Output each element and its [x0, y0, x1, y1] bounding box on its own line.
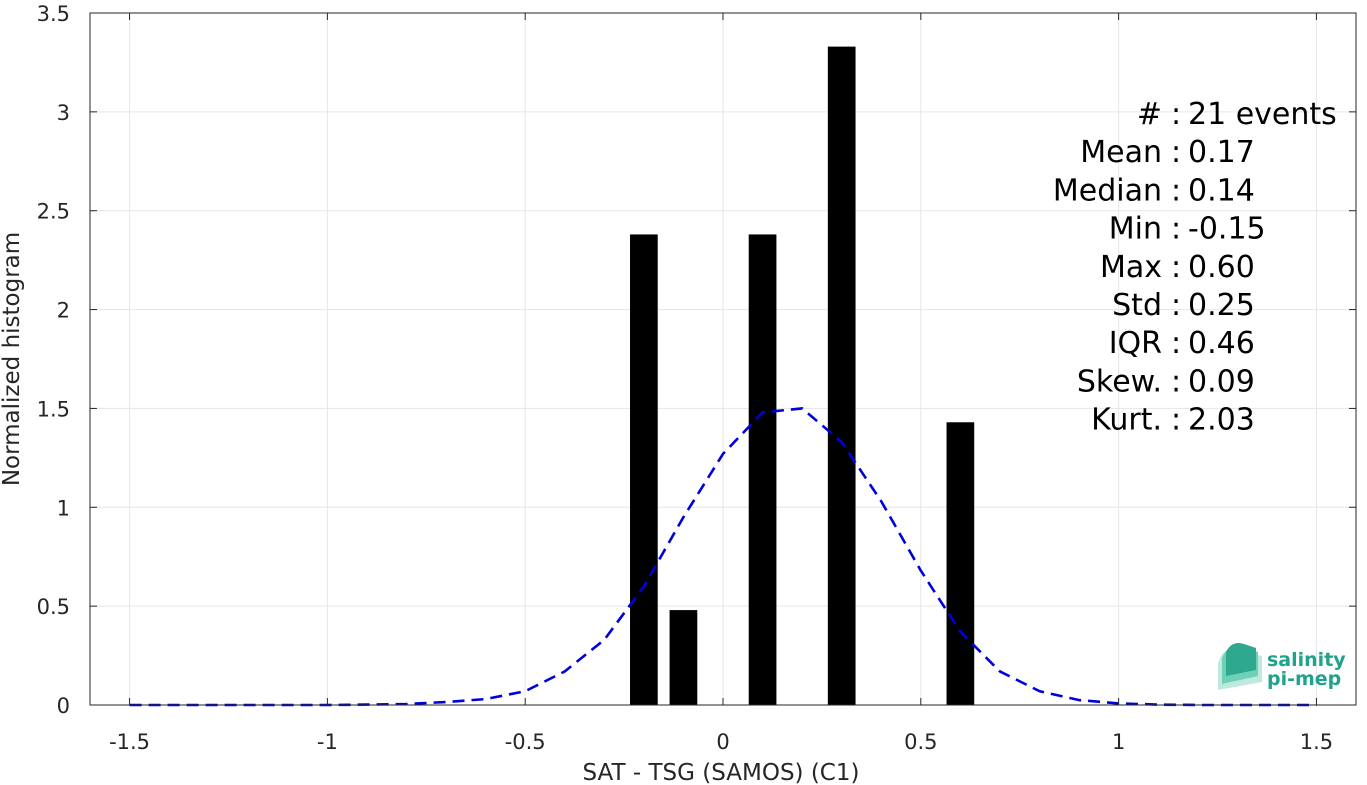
y-tick-label: 1: [57, 496, 70, 520]
y-tick-label: 3: [57, 101, 70, 125]
x-tick-label: -1.5: [109, 730, 150, 754]
y-tick-label: 0.5: [37, 595, 70, 619]
stat-line: Median:0.14: [1053, 173, 1255, 208]
histogram-bar: [827, 46, 856, 705]
x-tick-label: 0: [716, 730, 729, 754]
stat-line: Kurt.:2.03: [1091, 403, 1255, 438]
stat-line: Skew.:0.09: [1077, 364, 1255, 399]
x-axis-label: SAT - TSG (SAMOS) (C1): [583, 760, 860, 785]
wave-stack-icon: [1218, 643, 1262, 690]
logo-line-pi-mep: pi-mep: [1267, 668, 1341, 690]
salinity-pi-mep-logo: salinity pi-mep: [1218, 643, 1346, 690]
x-tick-label: 0.5: [904, 730, 937, 754]
histogram-bar: [669, 610, 698, 705]
x-tick-label: -1: [317, 730, 338, 754]
y-tick-label: 0: [57, 694, 70, 718]
y-tick-label: 2: [57, 299, 70, 323]
histogram-bar: [748, 234, 777, 705]
axis-ticks: [90, 12, 1356, 706]
stat-line: #:21 events: [1137, 97, 1337, 132]
histogram-bars: [630, 46, 975, 705]
x-tick-label: 1.5: [1300, 730, 1333, 754]
x-tick-label: -0.5: [505, 730, 546, 754]
histogram-bar: [946, 422, 975, 705]
x-tick-labels: -1.5 -1 -0.5 0 0.5 1 1.5: [109, 730, 1333, 754]
y-tick-label: 2.5: [37, 200, 70, 224]
y-tick-labels: 0 0.5 1 1.5 2 2.5 3 3.5: [37, 2, 70, 718]
histogram-bar: [630, 234, 658, 705]
y-tick-label: 1.5: [37, 397, 70, 421]
stat-line: Mean:0.17: [1080, 135, 1255, 170]
stat-line: Max:0.60: [1100, 250, 1255, 285]
stat-line: Min: -0.15: [1109, 212, 1266, 247]
stat-line: IQR:0.46: [1109, 326, 1255, 361]
x-tick-label: 1: [1112, 730, 1125, 754]
y-tick-label: 3.5: [37, 2, 70, 26]
stat-line: Std:0.25: [1112, 288, 1255, 323]
y-axis-label: Normalized histogram: [0, 232, 25, 486]
logo-line-salinity: salinity: [1267, 649, 1346, 671]
